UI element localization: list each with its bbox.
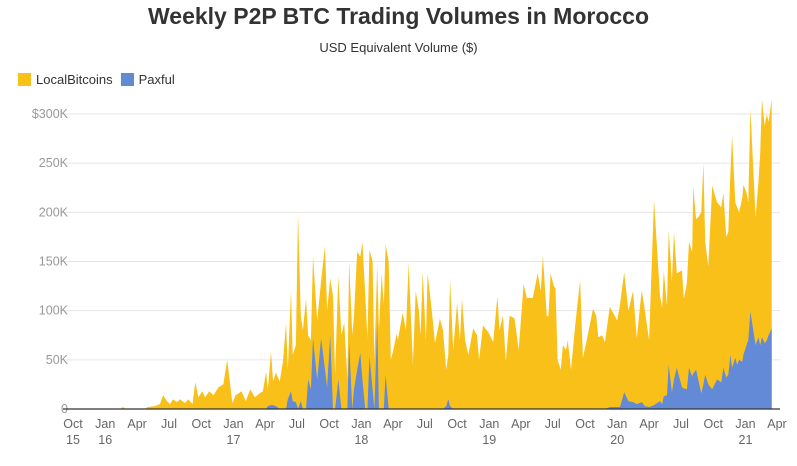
- y-tick-label: $300K: [32, 107, 69, 121]
- x-tick-label: Jan: [95, 417, 115, 431]
- legend-item-paxful[interactable]: Paxful: [120, 72, 175, 87]
- legend-label-localbitcoins: LocalBitcoins: [36, 72, 113, 87]
- x-tick-label: Jan: [607, 417, 627, 431]
- x-tick-label: Apr: [639, 417, 658, 431]
- x-tick-year-label: 21: [739, 433, 753, 447]
- series-area-localbitcoins: [73, 99, 772, 410]
- x-tick-year-label: 18: [354, 433, 368, 447]
- x-tick-year-label: 17: [227, 433, 241, 447]
- x-tick-year-label: 16: [98, 433, 112, 447]
- y-tick-label: 50K: [46, 353, 69, 367]
- chart-title: Weekly P2P BTC Trading Volumes in Morocc…: [147, 3, 649, 29]
- x-tick-label: Jul: [545, 417, 561, 431]
- x-tick-label: Jul: [289, 417, 305, 431]
- legend-item-localbitcoins[interactable]: LocalBitcoins: [18, 72, 113, 87]
- x-tick-label: Jul: [161, 417, 177, 431]
- x-tick-label: Jul: [417, 417, 433, 431]
- legend: LocalBitcoins Paxful: [18, 72, 183, 87]
- x-tick-label: Apr: [255, 417, 274, 431]
- x-tick-label: Apr: [383, 417, 402, 431]
- x-tick-label: Jul: [673, 417, 689, 431]
- x-tick-label: Jan: [223, 417, 243, 431]
- series-area-paxful: [73, 311, 772, 409]
- x-tick-year-label: 19: [482, 433, 496, 447]
- x-tick-label: Oct: [63, 417, 83, 431]
- legend-label-paxful: Paxful: [138, 72, 175, 87]
- x-tick-year-label: 15: [66, 433, 80, 447]
- x-tick-label: Apr: [127, 417, 146, 431]
- x-tick-label: Jan: [735, 417, 755, 431]
- x-tick-label: Oct: [447, 417, 467, 431]
- x-tick-year-label: 20: [610, 433, 624, 447]
- legend-swatch-paxful: [120, 73, 134, 86]
- y-tick-label: 150K: [39, 255, 69, 269]
- x-tick-label: Jan: [479, 417, 499, 431]
- x-tick-label: Oct: [575, 417, 595, 431]
- x-tick-label: Apr: [511, 417, 530, 431]
- y-tick-label: 200K: [39, 205, 69, 219]
- x-tick-label: Jan: [351, 417, 371, 431]
- chart-subtitle: USD Equivalent Volume ($): [319, 40, 478, 55]
- y-tick-label: 100K: [39, 304, 69, 318]
- x-tick-label: Oct: [192, 417, 212, 431]
- y-tick-label: 250K: [39, 156, 69, 170]
- x-tick-label: Oct: [703, 417, 723, 431]
- x-tick-label: Apr: [767, 417, 786, 431]
- legend-swatch-localbitcoins: [18, 73, 31, 86]
- x-tick-label: Oct: [319, 417, 339, 431]
